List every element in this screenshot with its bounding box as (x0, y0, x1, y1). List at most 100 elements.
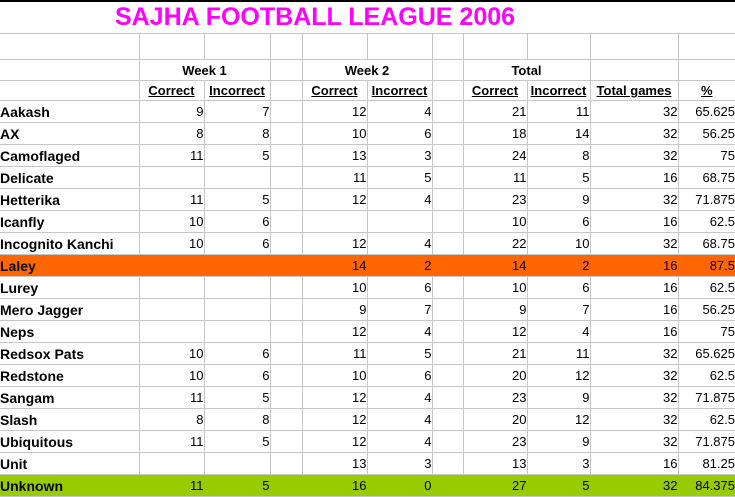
team-row: Ubiquitous 11 5 12 4 23 9 32 71.875 (0, 430, 735, 453)
percent-cell: 87.5 (677, 254, 735, 277)
total-correct-cell: 23 (462, 188, 528, 211)
total-games-cell: 32 (589, 430, 679, 453)
total-correct-cell: 20 (462, 408, 528, 431)
spacer-cell (589, 33, 679, 60)
total-incorrect-cell: 12 (526, 364, 591, 387)
total-incorrect-cell: 14 (526, 122, 591, 145)
w2-correct-cell: 13 (301, 452, 368, 475)
spacer-cell (431, 144, 464, 167)
w1-correct-cell: 10 (138, 232, 205, 255)
total-games-cell: 16 (589, 320, 679, 343)
team-name-cell: Laley (0, 254, 140, 277)
w1-incorrect-cell: 5 (203, 188, 271, 211)
w2-correct-cell: 12 (301, 430, 368, 453)
spacer-cell (366, 33, 433, 60)
spacer-cell (269, 320, 303, 343)
w1-correct-cell: 10 (138, 364, 205, 387)
percent-cell: 68.75 (677, 232, 735, 255)
total-correct-cell: 13 (462, 452, 528, 475)
team-name-cell: Aakash (0, 100, 140, 123)
w1-incorrect-cell: 8 (203, 408, 271, 431)
spacer-cell (431, 276, 464, 299)
spacer-cell (269, 144, 303, 167)
team-name-cell: Unit (0, 452, 140, 475)
spacer-cell (431, 122, 464, 145)
w1-incorrect-cell (203, 254, 271, 277)
spacer-cell (269, 386, 303, 409)
team-name-cell: Neps (0, 320, 140, 343)
w2-incorrect-cell: 0 (366, 474, 433, 497)
w1-correct-cell: 9 (138, 100, 205, 123)
percent-cell: 56.25 (677, 298, 735, 321)
w2-incorrect-cell: 4 (366, 386, 433, 409)
w2-incorrect-cell: 3 (366, 452, 433, 475)
total-correct-cell: 27 (462, 474, 528, 497)
team-row: Lurey 10 6 10 6 16 62.5 (0, 276, 735, 299)
spacer-cell (431, 452, 464, 475)
percent-cell: 75 (677, 320, 735, 343)
team-row: Neps 12 4 12 4 16 75 (0, 320, 735, 343)
w1-correct-cell: 10 (138, 210, 205, 233)
team-row: Hetterika 11 5 12 4 23 9 32 71.875 (0, 188, 735, 211)
total-incorrect-cell: 10 (526, 232, 591, 255)
w2-correct-cell: 11 (301, 166, 368, 189)
spacer-cell (431, 408, 464, 431)
spacer-cell (269, 254, 303, 277)
spacer-cell (431, 254, 464, 277)
w1-incorrect-cell (203, 298, 271, 321)
spacer-cell (677, 33, 735, 60)
w2-correct-cell: 11 (301, 342, 368, 365)
team-name-cell: Ubiquitous (0, 430, 140, 453)
week1-group-header: Week 1 (138, 59, 271, 81)
percent-cell: 71.875 (677, 386, 735, 409)
total-games-cell: 32 (589, 122, 679, 145)
total-correct-cell: 11 (462, 166, 528, 189)
total-games-cell: 16 (589, 276, 679, 299)
team-row: Icanfly 10 6 10 6 16 62.5 (0, 210, 735, 233)
w1-correct-cell: 11 (138, 430, 205, 453)
total-incorrect-cell: 11 (526, 342, 591, 365)
total-correct-cell: 10 (462, 276, 528, 299)
w2-incorrect-cell: 2 (366, 254, 433, 277)
total-correct-cell: 23 (462, 430, 528, 453)
title-row: SAJHA FOOTBALL LEAGUE 2006 (0, 2, 735, 33)
spacer-cell (0, 33, 140, 60)
spacer-cell (269, 408, 303, 431)
spacer-cell (431, 210, 464, 233)
w2-correct-cell: 16 (301, 474, 368, 497)
total-incorrect-cell: 6 (526, 276, 591, 299)
total-games-cell: 16 (589, 166, 679, 189)
spacer-cell (431, 474, 464, 497)
empty-cell (431, 80, 464, 101)
total-games-cell: 32 (589, 342, 679, 365)
total-games-cell: 32 (589, 386, 679, 409)
w1-correct-cell (138, 298, 205, 321)
spacer-cell (269, 342, 303, 365)
w1-correct-cell: 11 (138, 188, 205, 211)
total-games-cell: 32 (589, 100, 679, 123)
total-games-cell: 32 (589, 232, 679, 255)
w2-correct-cell: 12 (301, 232, 368, 255)
w1-incorrect-cell: 5 (203, 430, 271, 453)
w2-correct-cell: 12 (301, 320, 368, 343)
w1-correct-cell: 11 (138, 474, 205, 497)
total-correct-cell: 21 (462, 342, 528, 365)
team-row: Camoflaged 11 5 13 3 24 8 32 75 (0, 144, 735, 167)
total-incorrect-cell: 9 (526, 386, 591, 409)
spacer-cell (269, 430, 303, 453)
w1-correct-cell (138, 276, 205, 299)
w1-correct-cell: 11 (138, 144, 205, 167)
total-correct-cell: 10 (462, 210, 528, 233)
total-correct-cell: 22 (462, 232, 528, 255)
percent-cell: 62.5 (677, 408, 735, 431)
percent-cell: 65.625 (677, 100, 735, 123)
w2-incorrect-cell: 4 (366, 430, 433, 453)
spacer-cell (269, 33, 303, 60)
w2-incorrect-cell: 6 (366, 276, 433, 299)
empty-cell (0, 59, 140, 81)
w1-incorrect-cell: 5 (203, 474, 271, 497)
team-name-cell: Slash (0, 408, 140, 431)
w1-correct-cell (138, 254, 205, 277)
w1-incorrect-cell (203, 452, 271, 475)
